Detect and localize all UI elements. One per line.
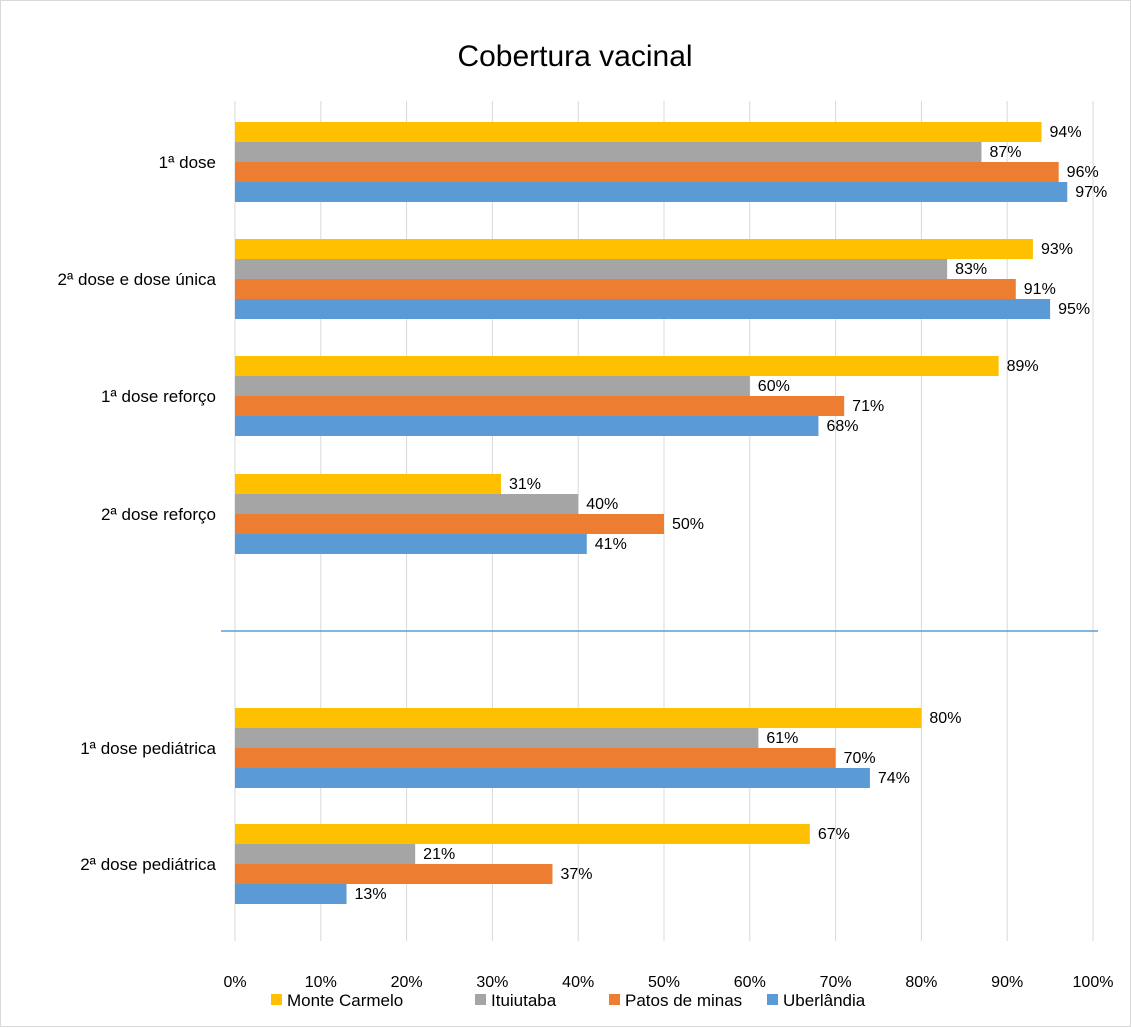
data-label: 37% [560, 866, 592, 883]
bars [235, 122, 1068, 904]
category-label: 2ª dose pediátrica [80, 855, 216, 874]
x-axis-ticks: 0% 10% 20% 30% 40% 50% 60% 70% 80% 90% 100% [223, 974, 1113, 991]
category-labels: 1ª dose 2ª dose e dose única 1ª dose refor… [58, 153, 217, 874]
x-tick-label: 100% [1073, 974, 1114, 991]
category-label: 2ª dose reforço [101, 505, 216, 524]
x-tick-label: 80% [905, 974, 937, 991]
bar-monte-carmelo-2-dose-e-dose-unica [235, 239, 1033, 259]
data-label: 70% [844, 750, 876, 767]
bar-ituiutaba-2-dose-e-dose-unica [235, 259, 948, 279]
bar-ituiutaba-2-dose-pediatrica [235, 844, 416, 864]
data-label: 71% [852, 398, 884, 415]
legend-swatch-patos-de-minas [609, 994, 620, 1005]
data-label: 89% [1007, 358, 1039, 375]
data-label: 31% [509, 476, 541, 493]
bar-uberlandia-2-dose-reforco [235, 534, 587, 554]
x-tick-label: 90% [991, 974, 1023, 991]
data-label: 61% [766, 730, 798, 747]
legend-swatch-uberlandia [767, 994, 778, 1005]
bar-patos-de-minas-1-dose [235, 162, 1059, 182]
bar-ituiutaba-1-dose [235, 142, 982, 162]
legend-label-monte-carmelo: Monte Carmelo [287, 991, 403, 1010]
x-tick-label: 70% [820, 974, 852, 991]
data-label: 21% [423, 846, 455, 863]
data-label: 93% [1041, 241, 1073, 258]
bar-monte-carmelo-1-dose-pediatrica [235, 708, 922, 728]
data-label: 74% [878, 770, 910, 787]
data-label: 50% [672, 516, 704, 533]
bar-uberlandia-1-dose [235, 182, 1068, 202]
data-label: 95% [1058, 301, 1090, 318]
data-label: 94% [1050, 124, 1082, 141]
category-label: 1ª dose [159, 153, 216, 172]
data-label: 80% [929, 710, 961, 727]
bar-uberlandia-2-dose-e-dose-unica [235, 299, 1051, 319]
bar-uberlandia-1-dose-reforco [235, 416, 819, 436]
x-tick-label: 20% [391, 974, 423, 991]
x-tick-label: 60% [734, 974, 766, 991]
x-tick-label: 30% [476, 974, 508, 991]
category-label: 1ª dose pediátrica [80, 739, 216, 758]
bar-ituiutaba-2-dose-reforco [235, 494, 579, 514]
legend-label-ituiutaba: Ituiutaba [491, 991, 557, 1010]
legend: Monte Carmelo Ituiutaba Patos de minas Uber… [271, 991, 866, 1010]
x-tick-label: 40% [562, 974, 594, 991]
data-label: 68% [826, 418, 858, 435]
bar-monte-carmelo-2-dose-pediatrica [235, 824, 810, 844]
data-label: 97% [1075, 184, 1107, 201]
legend-label-patos-de-minas: Patos de minas [625, 991, 742, 1010]
bar-ituiutaba-1-dose-pediatrica [235, 728, 759, 748]
data-label: 13% [355, 886, 387, 903]
category-label: 2ª dose e dose única [58, 270, 217, 289]
legend-swatch-ituiutaba [475, 994, 486, 1005]
bar-monte-carmelo-1-dose [235, 122, 1042, 142]
bar-patos-de-minas-1-dose-pediatrica [235, 748, 836, 768]
legend-swatch-monte-carmelo [271, 994, 282, 1005]
bar-patos-de-minas-2-dose-reforco [235, 514, 664, 534]
x-tick-label: 0% [223, 974, 246, 991]
data-label: 91% [1024, 281, 1056, 298]
data-label: 41% [595, 536, 627, 553]
data-label: 67% [818, 826, 850, 843]
bar-patos-de-minas-2-dose-pediatrica [235, 864, 553, 884]
bar-uberlandia-2-dose-pediatrica [235, 884, 347, 904]
bar-patos-de-minas-1-dose-reforco [235, 396, 845, 416]
x-tick-label: 50% [648, 974, 680, 991]
legend-label-uberlandia: Uberlândia [783, 991, 866, 1010]
data-label: 87% [989, 144, 1021, 161]
bar-patos-de-minas-2-dose-e-dose-unica [235, 279, 1016, 299]
data-label: 60% [758, 378, 790, 395]
category-label: 1ª dose reforço [101, 387, 216, 406]
bar-monte-carmelo-2-dose-reforco [235, 474, 501, 494]
x-tick-label: 10% [305, 974, 337, 991]
data-labels: 94% 87% 96% 97% 93% 83% 91%95% 89% 60% 71% 68% 31% 4… [355, 124, 1108, 903]
chart-title: Cobertura vacinal [457, 40, 692, 73]
data-label: 40% [586, 496, 618, 513]
bar-monte-carmelo-1-dose-reforco [235, 356, 999, 376]
data-label: 96% [1067, 164, 1099, 181]
bar-ituiutaba-1-dose-reforco [235, 376, 750, 396]
data-label: 83% [955, 261, 987, 278]
bar-uberlandia-1-dose-pediatrica [235, 768, 870, 788]
